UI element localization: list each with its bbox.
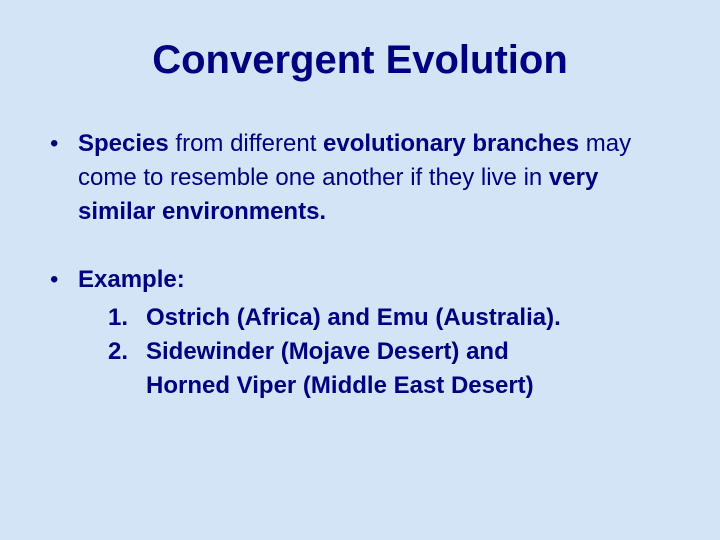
bullet-1-seg1: Species xyxy=(78,130,169,157)
list-num-1: 1. xyxy=(108,301,146,335)
list-item: 1. Ostrich (Africa) and Emu (Australia). xyxy=(108,301,561,335)
bullet-2: • Example: 1. Ostrich (Africa) and Emu (… xyxy=(50,263,670,403)
bullet-dot: • xyxy=(50,127,78,161)
slide-title: Convergent Evolution xyxy=(50,38,670,83)
list-num-2: 2. xyxy=(108,335,146,369)
example-list: 1. Ostrich (Africa) and Emu (Australia).… xyxy=(78,301,561,403)
example-label: Example: xyxy=(78,263,561,297)
bullet-1-seg2: from different xyxy=(169,130,323,157)
list-text-2: Sidewinder (Mojave Desert) and Horned Vi… xyxy=(146,335,534,403)
bullet-2-body: Example: 1. Ostrich (Africa) and Emu (Au… xyxy=(78,263,561,403)
bullet-1-seg3: evolutionary branches xyxy=(323,130,579,157)
list-text-1: Ostrich (Africa) and Emu (Australia). xyxy=(146,301,561,335)
list-text-2a: Sidewinder (Mojave Desert) and xyxy=(146,335,534,369)
list-item: 2. Sidewinder (Mojave Desert) and Horned… xyxy=(108,335,561,403)
list-text-2b: Horned Viper (Middle East Desert) xyxy=(146,369,534,403)
bullet-1-body: Species from different evolutionary bran… xyxy=(78,127,670,229)
bullet-1: • Species from different evolutionary br… xyxy=(50,127,670,229)
bullet-dot: • xyxy=(50,263,78,297)
